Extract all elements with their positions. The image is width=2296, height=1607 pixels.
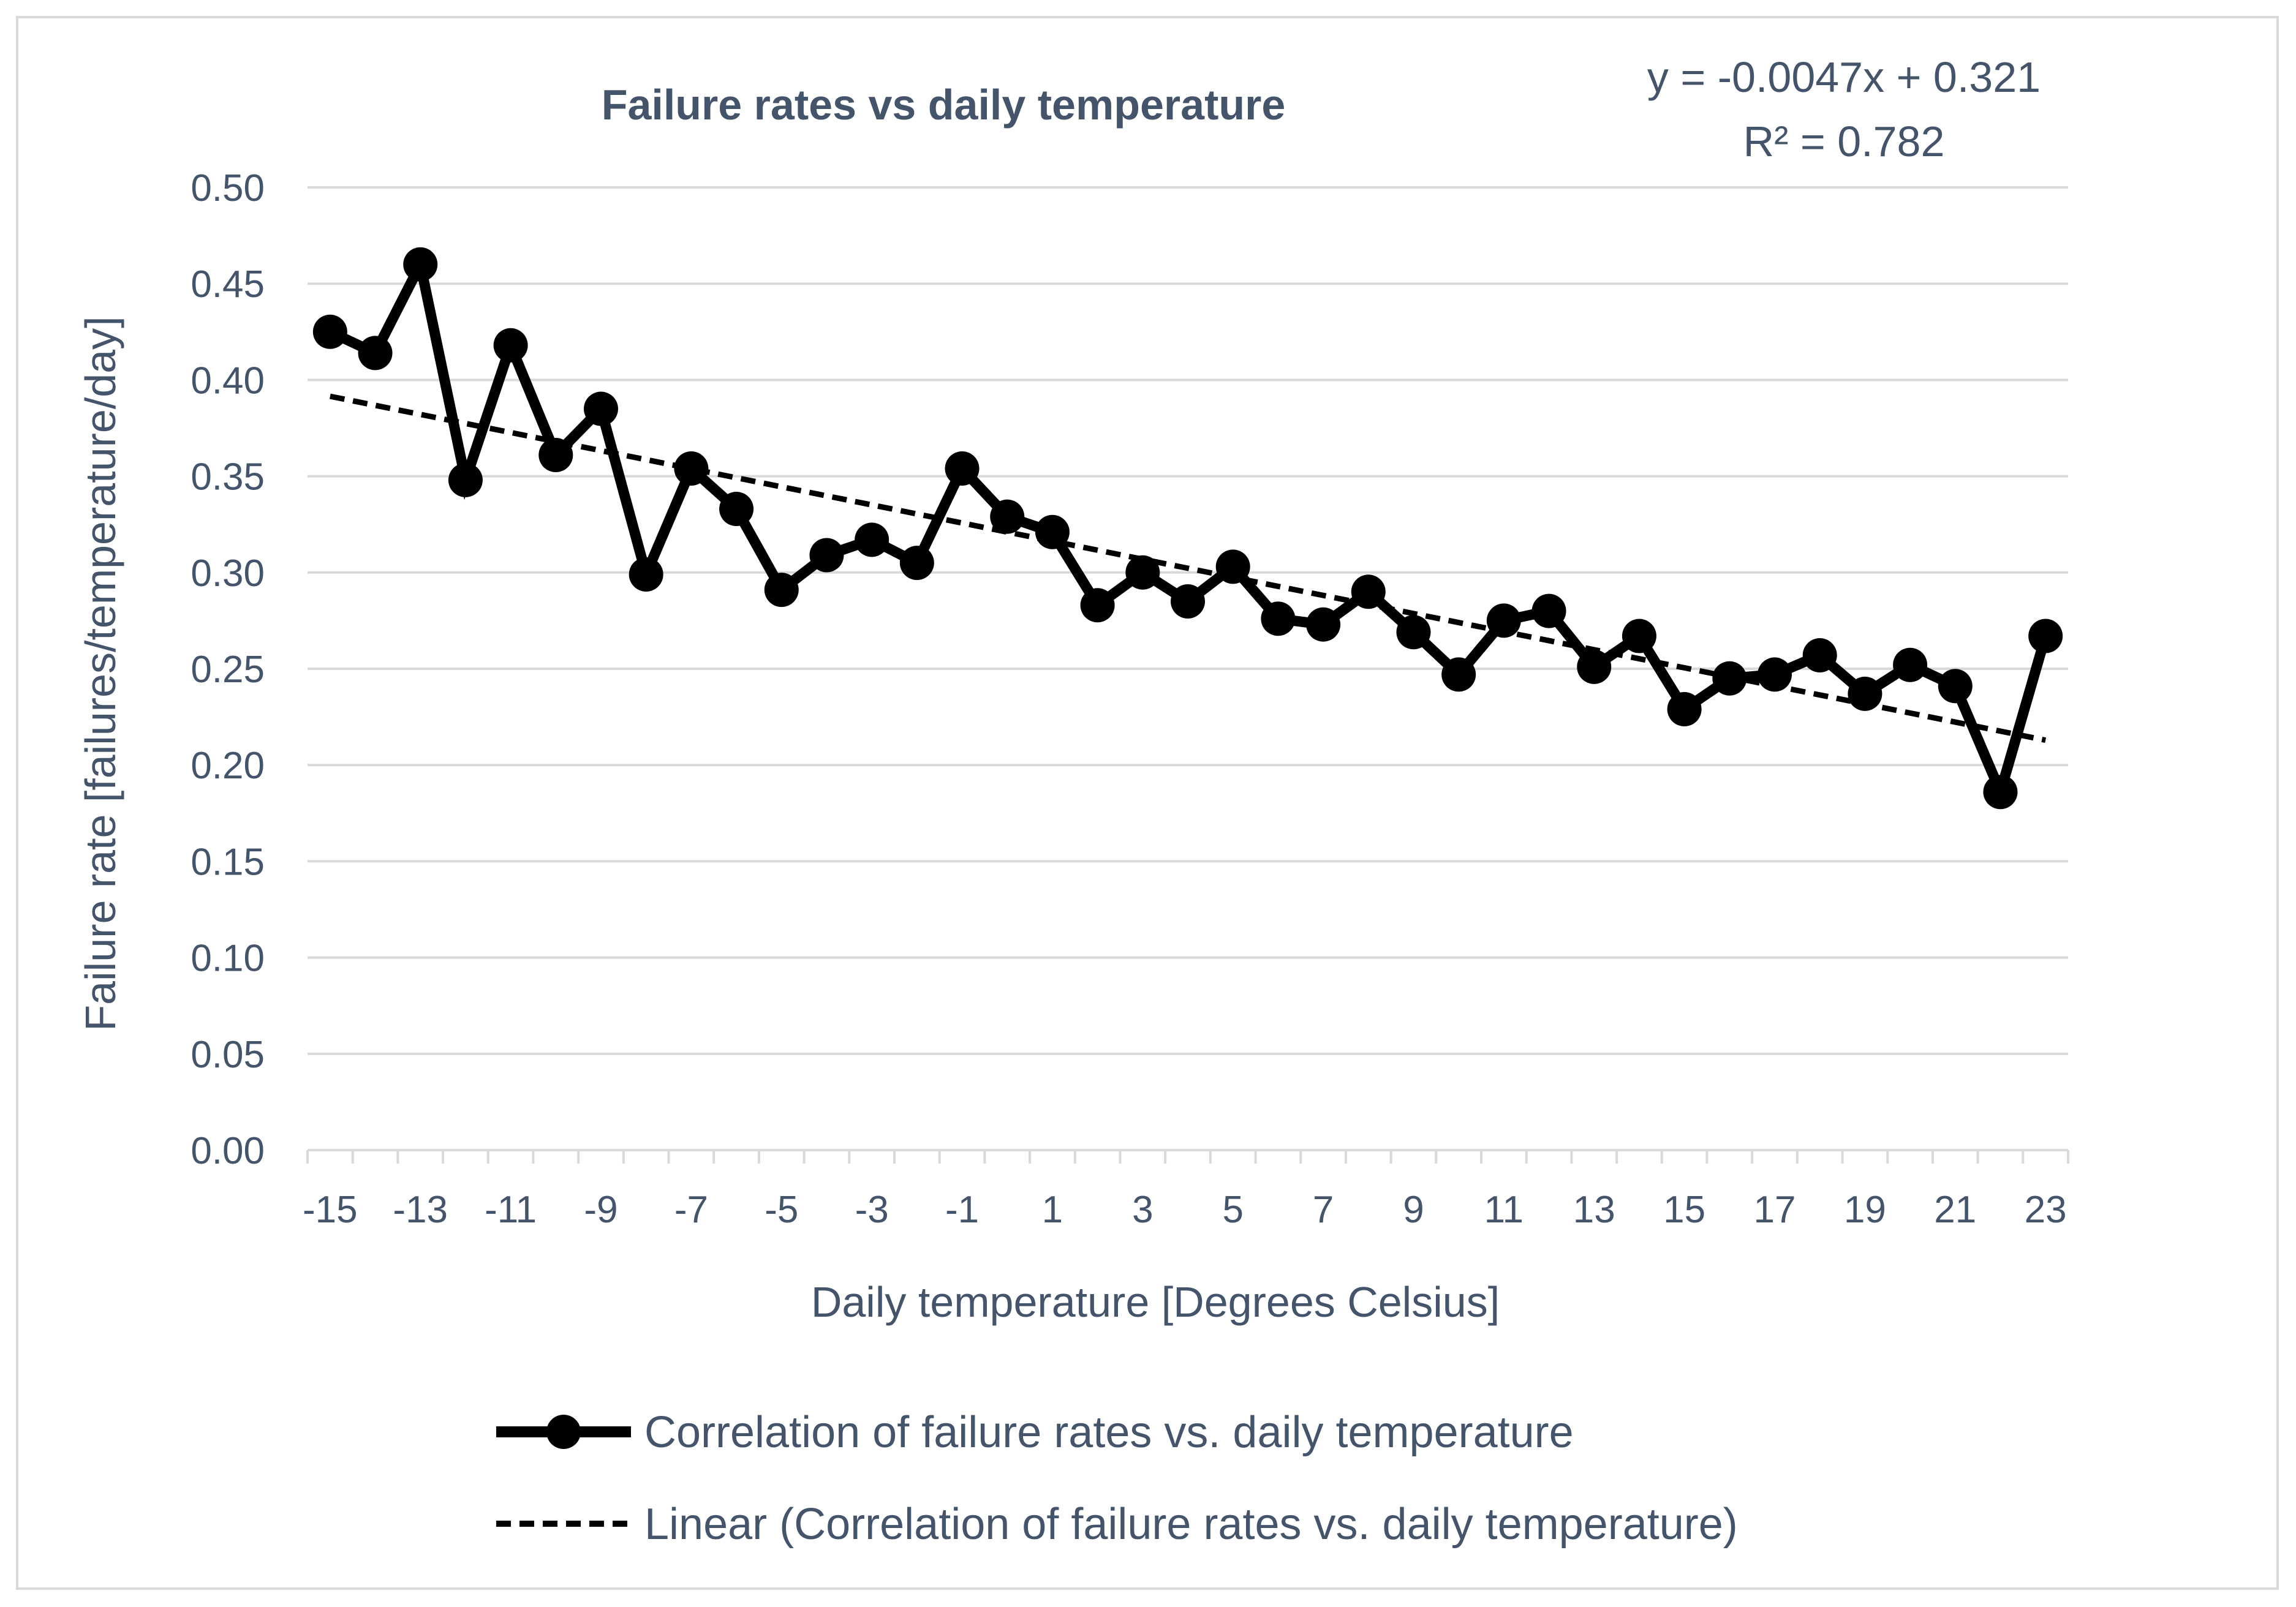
data-point	[1938, 669, 1973, 704]
data-point	[1577, 649, 1612, 684]
data-point	[493, 328, 528, 363]
data-point	[1035, 514, 1070, 549]
data-point	[1712, 661, 1747, 696]
x-tick-label: 9	[1403, 1189, 1424, 1231]
data-point	[1396, 615, 1431, 650]
trendline-r-squared: R² = 0.782	[1743, 118, 1945, 165]
legend-marker-swatch	[546, 1415, 581, 1449]
data-point	[1486, 603, 1521, 638]
y-tick-label: 0.30	[191, 552, 265, 595]
data-point	[1758, 657, 1792, 692]
grid-lines	[308, 186, 2068, 1151]
x-tick-label: -13	[393, 1189, 448, 1231]
y-tick-label: 0.05	[191, 1034, 265, 1076]
data-point	[855, 522, 889, 557]
data-point	[1848, 676, 1882, 711]
data-point	[1983, 775, 2018, 810]
data-point	[1306, 607, 1341, 642]
data-point	[1215, 549, 1250, 584]
series-line	[328, 249, 2051, 808]
data-point	[990, 499, 1025, 534]
x-tick-label: -9	[584, 1189, 617, 1231]
trendline-layer	[329, 393, 2047, 743]
x-tick-label: 1	[1042, 1189, 1063, 1231]
x-tick-label: 23	[2025, 1189, 2067, 1231]
y-tick-label: 0.50	[191, 167, 265, 209]
data-point	[1441, 657, 1476, 692]
data-point	[403, 247, 438, 282]
x-tick-label: 5	[1222, 1189, 1243, 1231]
data-point	[1531, 593, 1566, 628]
data-point	[899, 546, 934, 581]
data-point	[538, 438, 573, 473]
y-tick-label: 0.45	[191, 263, 265, 306]
x-tick-label: 13	[1573, 1189, 1615, 1231]
data-point	[629, 557, 663, 592]
x-axis-title: Daily temperature [Degrees Celsius]	[811, 1278, 1500, 1326]
y-axis-title: Failure rate [failures/temperature/day]	[77, 316, 124, 1031]
x-tick-label: 11	[1484, 1189, 1524, 1231]
x-tick-label: -1	[945, 1189, 979, 1231]
data-point	[1667, 692, 1702, 727]
legend-label-trendline: Linear (Correlation of failure rates vs.…	[644, 1500, 1738, 1549]
data-point	[1261, 601, 1296, 636]
data-point	[674, 451, 709, 486]
y-tick-label: 0.00	[191, 1130, 265, 1172]
data-point	[358, 336, 393, 371]
chart-title: Failure rates vs daily temperature	[602, 81, 1286, 129]
data-point	[1622, 619, 1656, 653]
y-tick-label: 0.25	[191, 649, 265, 691]
x-tick-label: -7	[674, 1189, 708, 1231]
x-tick-label: -15	[303, 1189, 358, 1231]
data-point	[1171, 584, 1205, 619]
y-tick-label: 0.10	[191, 938, 265, 980]
trendline	[329, 393, 2047, 743]
x-tick-label: 21	[1934, 1189, 1976, 1231]
x-tick-label: -11	[485, 1189, 537, 1231]
y-tick-label: 0.35	[191, 456, 265, 499]
y-tick-label: 0.20	[191, 745, 265, 787]
x-tick-label: -3	[855, 1189, 889, 1231]
x-tick-label: -5	[765, 1189, 798, 1231]
data-point	[1125, 555, 1160, 590]
data-point	[1351, 574, 1386, 609]
chart-frame	[16, 16, 2279, 1590]
data-point	[2028, 619, 2063, 653]
data-point	[1802, 638, 1837, 672]
x-tick-label: 7	[1313, 1189, 1334, 1231]
data-point	[1080, 588, 1115, 623]
x-axis-ticks: -15 -13 -11 -9 -7 -5 -3 -1 1 3 5 7 9 11 13 15 17 19 21 23	[303, 1150, 2069, 1231]
series-layer	[312, 247, 2063, 810]
y-tick-label: 0.15	[191, 841, 265, 883]
x-tick-label: 15	[1663, 1189, 1705, 1231]
data-point	[448, 462, 483, 497]
data-point	[809, 538, 844, 573]
data-point	[945, 451, 980, 486]
x-tick-label: 17	[1754, 1189, 1796, 1231]
legend-label-series: Correlation of failure rates vs. daily t…	[644, 1408, 1574, 1457]
data-point	[312, 314, 347, 349]
x-tick-label: 3	[1132, 1189, 1153, 1231]
data-point	[584, 391, 618, 426]
trendline-equation: y = -0.0047x + 0.321	[1647, 53, 2041, 101]
x-tick-label: 19	[1844, 1189, 1886, 1231]
y-axis-ticks: 0.00 0.05 0.10 0.15 0.20 0.25 0.30 0.35 0.40 0.45…	[191, 167, 265, 1172]
data-point	[719, 492, 754, 527]
data-point	[764, 573, 799, 608]
data-point	[1893, 647, 1928, 682]
legend: Correlation of failure rates vs. daily t…	[496, 1408, 1738, 1549]
y-tick-label: 0.40	[191, 359, 265, 402]
